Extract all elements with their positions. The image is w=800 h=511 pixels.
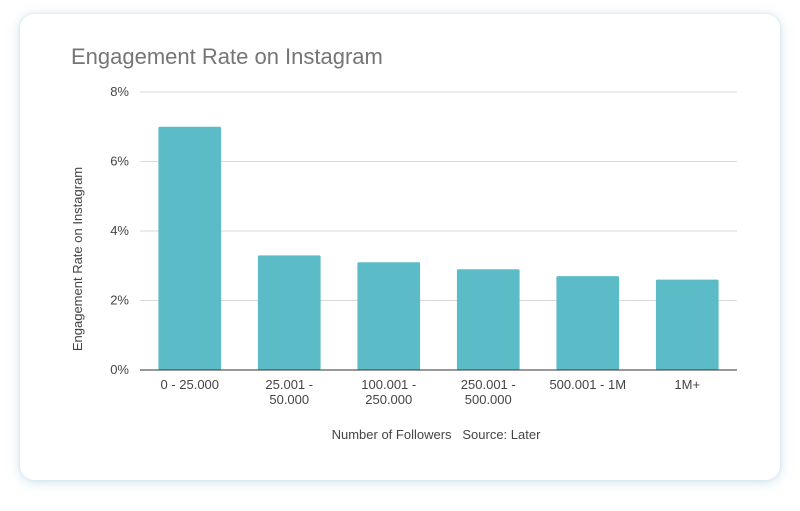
y-tick-label: 8% <box>110 84 129 99</box>
x-tick-label: 250.001 -500.000 <box>461 377 516 407</box>
y-tick-label: 6% <box>110 154 129 169</box>
x-tick-label: 25.001 -50.000 <box>265 377 313 407</box>
chart-title: Engagement Rate on Instagram <box>71 44 383 69</box>
bar <box>257 255 321 370</box>
bar <box>456 269 520 370</box>
x-axis-title: Number of Followers Source: Later <box>332 427 541 442</box>
y-axis-title: Engagement Rate on Instagram <box>70 167 85 351</box>
y-tick-labels: 0% 2% 4% 6% 8% <box>110 84 129 377</box>
chart-card: Engagement Rate on Instagram 0% 2% 4% 6% 8% … <box>20 14 780 480</box>
bar <box>556 276 620 370</box>
gridlines <box>140 91 737 301</box>
y-tick-label: 2% <box>110 293 129 308</box>
x-tick-labels: 0 - 25.000 25.001 -50.000 100.001 -250.000… <box>160 377 700 407</box>
y-tick-label: 4% <box>110 223 129 238</box>
x-tick-label: 500.001 - 1M <box>549 377 626 392</box>
bar <box>158 126 222 370</box>
x-tick-label: 1M+ <box>674 377 700 392</box>
bar-chart: 0% 2% 4% 6% 8% 0 - 25.000 25.001 -50.000 100.0… <box>70 84 737 442</box>
y-tick-label: 0% <box>110 362 129 377</box>
bar <box>655 279 719 370</box>
x-tick-label: 100.001 -250.000 <box>361 377 416 407</box>
bar <box>357 262 421 370</box>
x-tick-label: 0 - 25.000 <box>160 377 219 392</box>
bars <box>158 126 719 370</box>
